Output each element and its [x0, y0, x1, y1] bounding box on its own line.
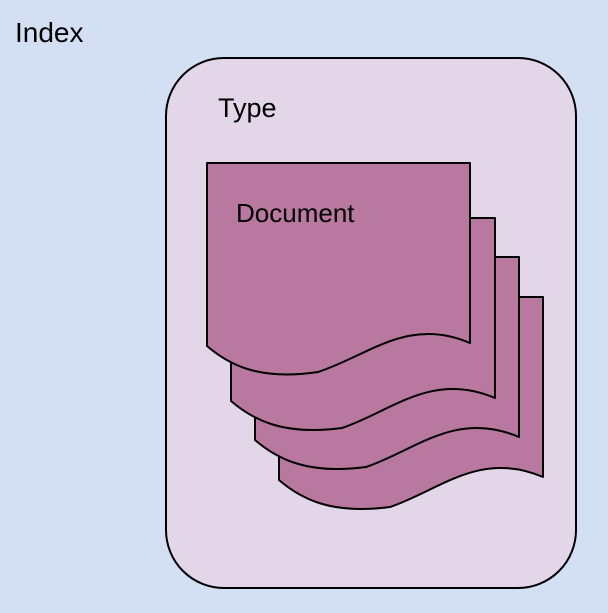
- type-label: Type: [218, 93, 277, 123]
- document-shape-1: [206, 162, 471, 376]
- index-label: Index: [15, 17, 84, 48]
- document-label: Document: [236, 198, 355, 228]
